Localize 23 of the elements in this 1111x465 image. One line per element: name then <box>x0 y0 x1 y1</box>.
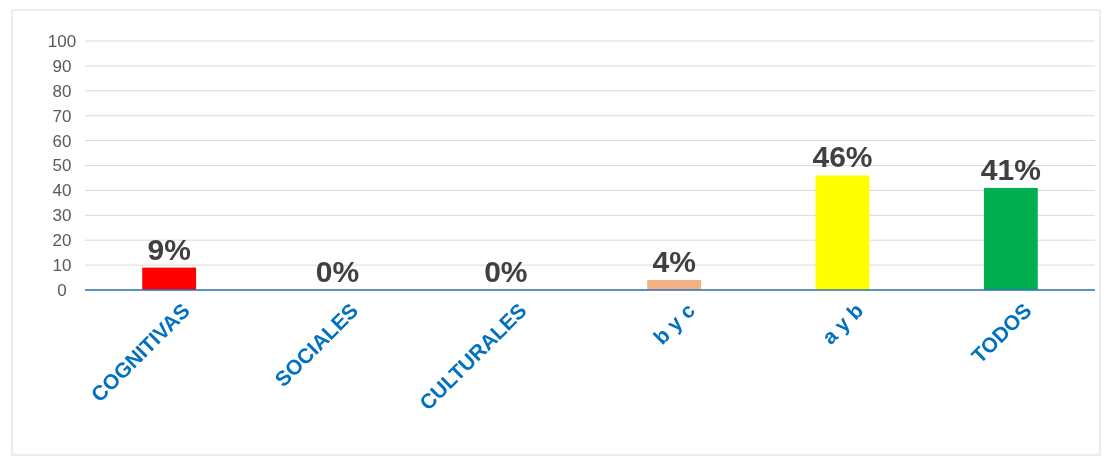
y-tick-label: 80 <box>52 81 72 101</box>
x-tick-label: b y c <box>648 298 700 349</box>
data-label: 46% <box>812 140 873 174</box>
y-tick-label: 40 <box>52 181 72 201</box>
y-tick-label: 100 <box>47 31 77 51</box>
y-tick-label: 90 <box>52 56 72 76</box>
bar <box>815 175 870 290</box>
x-tick-label: a y b <box>817 298 868 349</box>
data-label: 41% <box>980 152 1041 186</box>
data-label: 0% <box>315 255 360 288</box>
y-tick-label: 30 <box>52 206 72 226</box>
bar <box>142 267 197 290</box>
data-label: 9% <box>147 232 191 266</box>
y-tick-label: 60 <box>52 131 72 151</box>
data-label: 4% <box>652 245 696 279</box>
bar <box>983 187 1038 290</box>
y-tick-label: 20 <box>52 231 72 251</box>
bar <box>647 280 702 290</box>
y-tick-label: 0 <box>57 280 67 300</box>
data-label: 0% <box>484 255 528 288</box>
y-tick-label: 50 <box>52 156 72 176</box>
y-tick-label: 70 <box>52 106 72 126</box>
y-tick-label: 10 <box>52 256 72 276</box>
